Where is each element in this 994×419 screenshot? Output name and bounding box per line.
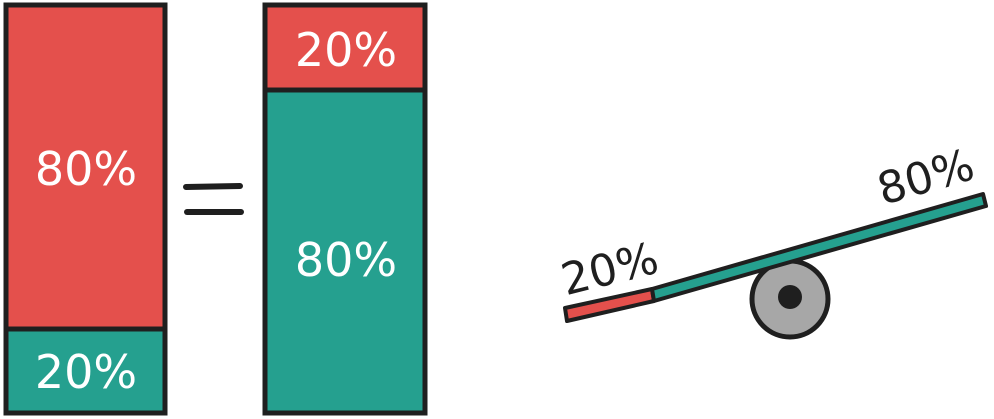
seesaw-plank-right	[650, 192, 988, 303]
seesaw-pivot	[749, 258, 831, 340]
left-bar-bottom-label: 20%	[35, 345, 137, 399]
right-bar-top-label: 20%	[295, 23, 397, 77]
equals-sign	[183, 183, 244, 215]
left-bar-top-label: 80%	[35, 142, 137, 196]
left-bar: 80% 20%	[3, 2, 168, 416]
right-bar-bottom-label: 80%	[295, 233, 397, 287]
left-bar-bottom-segment	[3, 326, 168, 416]
right-bar: 20% 80%	[262, 2, 428, 416]
right-bar-bottom-segment	[262, 87, 428, 416]
seesaw: 20% 80%	[556, 140, 988, 340]
left-bar-top-segment	[3, 2, 168, 332]
